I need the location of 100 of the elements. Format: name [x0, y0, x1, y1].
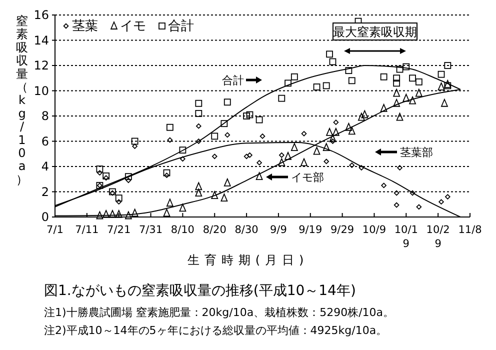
point	[444, 80, 452, 88]
x-tick-label: 8/30	[234, 224, 258, 236]
point	[131, 138, 138, 145]
point	[396, 66, 404, 73]
y-tick-label: 12	[34, 58, 49, 73]
point	[333, 120, 339, 125]
point	[211, 132, 218, 140]
y-tick-label: 6	[41, 134, 49, 148]
point	[380, 73, 388, 80]
point	[324, 158, 329, 164]
point	[444, 62, 452, 69]
point	[195, 100, 202, 107]
point	[444, 82, 452, 90]
y-tick-label: 2	[41, 184, 49, 199]
point	[358, 112, 365, 121]
x-tick-label: 9/19	[298, 224, 322, 236]
point	[246, 111, 254, 118]
point	[109, 188, 116, 196]
point	[195, 188, 202, 196]
point	[96, 166, 104, 172]
annotation: 茎葉部	[400, 146, 433, 159]
point	[196, 138, 202, 144]
point	[284, 152, 292, 160]
point	[116, 199, 122, 204]
y-tick-label: 16	[34, 8, 49, 22]
point	[301, 131, 307, 136]
point	[329, 134, 336, 142]
text: 窒素吸収量（kg/10a）	[16, 14, 28, 186]
point	[278, 94, 286, 102]
point	[164, 172, 170, 178]
point	[196, 123, 202, 129]
point	[167, 137, 173, 143]
point	[244, 154, 250, 160]
x-tick-label: 7/21	[107, 224, 131, 236]
point	[393, 74, 400, 82]
point	[393, 88, 400, 97]
y-tick-label: 10	[34, 84, 49, 98]
point	[381, 182, 386, 188]
point	[402, 63, 410, 70]
point	[329, 58, 336, 66]
point	[441, 98, 448, 107]
point	[348, 77, 356, 84]
x-axis-title: 生育時期(月日)	[187, 253, 309, 267]
point	[313, 84, 320, 90]
point	[415, 78, 422, 86]
x-tick-label: 11/8	[458, 224, 482, 236]
point	[166, 124, 174, 131]
point	[348, 126, 356, 135]
point	[393, 80, 400, 87]
point	[361, 110, 368, 118]
point	[212, 154, 218, 160]
x-tick-label: 7/1	[46, 224, 64, 236]
point	[166, 198, 174, 207]
annotation: 合計	[222, 74, 244, 87]
point	[220, 194, 228, 202]
text: 注2)平成10～14年の5ヶ年における総収量の平均値：4925kg/10a。	[44, 324, 388, 337]
point	[415, 88, 422, 97]
point	[224, 132, 230, 138]
y-tick-label: 8	[41, 109, 49, 124]
point	[394, 202, 400, 208]
x-tick-label: 9/29	[330, 224, 354, 236]
point	[380, 104, 388, 112]
point	[163, 208, 170, 217]
point	[397, 165, 402, 170]
point	[290, 73, 298, 80]
text: 注1)十勝農試圃場 窒素施肥量：20kg/10a、栽植株数：5290株/10a。	[44, 306, 394, 319]
x-tick-label: 10/9	[362, 224, 386, 236]
point	[163, 169, 170, 176]
point	[102, 210, 110, 218]
point	[394, 190, 400, 196]
legend-label: 合計	[168, 19, 194, 34]
point	[256, 116, 263, 124]
point	[278, 158, 286, 166]
point	[330, 138, 336, 144]
point	[124, 173, 132, 180]
point	[409, 96, 416, 104]
x-tick-label: 8/10	[170, 224, 194, 236]
point	[180, 156, 186, 162]
point	[416, 204, 422, 210]
point	[131, 208, 138, 217]
point	[96, 211, 104, 220]
point	[115, 194, 122, 202]
point	[326, 50, 333, 58]
point	[322, 143, 330, 152]
point	[132, 144, 138, 149]
point	[126, 178, 132, 184]
point	[224, 98, 231, 106]
point	[345, 122, 352, 131]
point	[410, 190, 416, 196]
x-tick-label: 8/20	[202, 224, 226, 236]
point	[322, 82, 330, 90]
point	[256, 172, 263, 180]
point	[326, 128, 333, 136]
point	[109, 210, 116, 218]
point	[284, 80, 292, 87]
point	[97, 170, 102, 176]
point	[349, 162, 355, 168]
point	[279, 152, 284, 158]
point	[179, 146, 186, 154]
x-tick-label: 7/31	[138, 224, 163, 236]
